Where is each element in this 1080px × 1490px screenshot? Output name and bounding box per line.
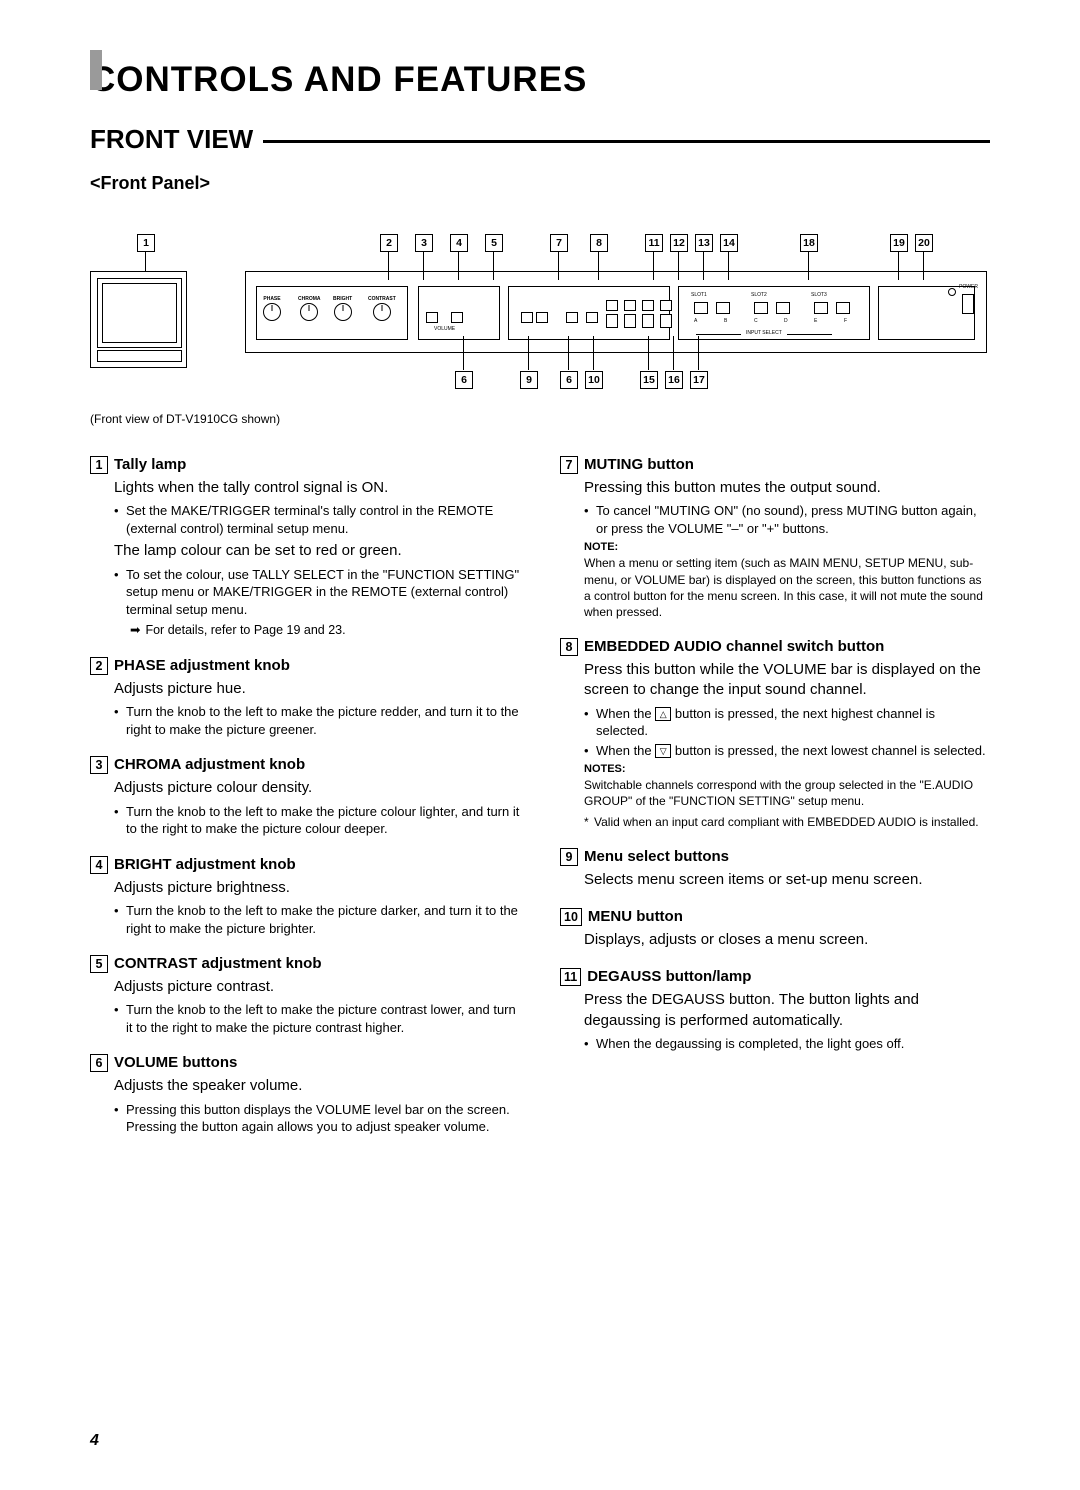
section-title: FRONT VIEW: [90, 124, 253, 155]
note-text: When a menu or setting item (such as MAI…: [584, 555, 990, 620]
item-number: 9: [560, 848, 578, 866]
left-column: 1 Tally lamp Lights when the tally control…: [90, 456, 520, 1154]
item-bullet: To cancel "MUTING ON" (no sound), press …: [584, 502, 990, 537]
item-title: Tally lamp: [114, 456, 186, 474]
cross-ref: ➡ For details, refer to Page 19 and 23.: [130, 622, 520, 639]
item-bullet: When the △ button is pressed, the next h…: [584, 705, 990, 740]
item-lead: Pressing this button mutes the output so…: [584, 478, 990, 498]
item-bullet: Turn the knob to the left to make the pi…: [114, 703, 520, 738]
item-title: Menu select buttons: [584, 848, 729, 866]
note-label: NOTES:: [584, 763, 990, 775]
item-number: 1: [90, 456, 108, 474]
item-title: BRIGHT adjustment knob: [114, 856, 296, 874]
item-bullet: When the degaussing is completed, the li…: [584, 1035, 990, 1053]
up-icon: △: [655, 707, 671, 721]
desc-item: 6 VOLUME buttons Adjusts the speaker volum…: [90, 1054, 520, 1135]
item-title: DEGAUSS button/lamp: [587, 968, 751, 986]
item-number: 8: [560, 638, 578, 656]
desc-item: 4 BRIGHT adjustment knob Adjusts picture b…: [90, 856, 520, 937]
page-number: 4: [90, 1432, 99, 1450]
item-bullet: When the ▽ button is pressed, the next l…: [584, 742, 990, 760]
subsection-title: <Front Panel>: [90, 173, 990, 194]
desc-item: 5 CONTRAST adjustment knob Adjusts picture…: [90, 955, 520, 1036]
item-lead: Adjusts picture colour density.: [114, 778, 520, 798]
desc-item: 10 MENU button Displays, adjusts or closes…: [560, 908, 990, 950]
item-title: MUTING button: [584, 456, 694, 474]
note-label: NOTE:: [584, 541, 990, 553]
right-column: 7 MUTING button Pressing this button mutes…: [560, 456, 990, 1154]
item-number: 11: [560, 968, 581, 986]
item-lead: Press the DEGAUSS button. The button lig…: [584, 990, 990, 1031]
section-rule: [263, 140, 990, 143]
diagram-caption: (Front view of DT-V1910CG shown): [90, 412, 990, 426]
item-number: 4: [90, 856, 108, 874]
desc-item: 11 DEGAUSS button/lamp Press the DEGAUSS b…: [560, 968, 990, 1052]
page-title: CONTROLS AND FEATURES: [90, 60, 990, 100]
item-lead: Press this button while the VOLUME bar i…: [584, 660, 990, 701]
footnote: Valid when an input card compliant with …: [584, 814, 990, 830]
item-number: 2: [90, 657, 108, 675]
item-lead: Lights when the tally control signal is …: [114, 478, 520, 498]
item-title: PHASE adjustment knob: [114, 657, 290, 675]
item-number: 7: [560, 456, 578, 474]
item-bullet: To set the colour, use TALLY SELECT in t…: [114, 566, 520, 619]
item-bullet: Turn the knob to the left to make the pi…: [114, 1001, 520, 1036]
item-title: CHROMA adjustment knob: [114, 756, 305, 774]
down-icon: ▽: [655, 744, 671, 758]
section-marker: [90, 50, 102, 90]
item-lead: Adjusts picture brightness.: [114, 878, 520, 898]
item-number: 3: [90, 756, 108, 774]
note-text: Switchable channels correspond with the …: [584, 777, 990, 809]
item-number: 5: [90, 955, 108, 973]
item-bullet: Turn the knob to the left to make the pi…: [114, 803, 520, 838]
item-title: MENU button: [588, 908, 683, 926]
item-title: CONTRAST adjustment knob: [114, 955, 322, 973]
desc-item: 2 PHASE adjustment knob Adjusts picture hu…: [90, 657, 520, 738]
item-lead: Adjusts picture contrast.: [114, 977, 520, 997]
item-lead: Selects menu screen items or set-up menu…: [584, 870, 990, 890]
arrow-icon: ➡: [130, 622, 142, 639]
desc-item: 7 MUTING button Pressing this button mutes…: [560, 456, 990, 620]
item-bullet: Pressing this button displays the VOLUME…: [114, 1101, 520, 1136]
item-number: 6: [90, 1054, 108, 1072]
desc-item: 1 Tally lamp Lights when the tally control…: [90, 456, 520, 639]
desc-item: 8 EMBEDDED AUDIO channel switch button Pre…: [560, 638, 990, 830]
item-lead: The lamp colour can be set to red or gre…: [114, 541, 520, 561]
item-bullet: Set the MAKE/TRIGGER terminal's tally co…: [114, 502, 520, 537]
item-title: VOLUME buttons: [114, 1054, 237, 1072]
item-number: 10: [560, 908, 582, 926]
item-title: EMBEDDED AUDIO channel switch button: [584, 638, 884, 656]
item-lead: Adjusts picture hue.: [114, 679, 520, 699]
item-bullet: Turn the knob to the left to make the pi…: [114, 902, 520, 937]
item-lead: Displays, adjusts or closes a menu scree…: [584, 930, 990, 950]
desc-item: 9 Menu select buttons Selects menu screen …: [560, 848, 990, 890]
item-lead: Adjusts the speaker volume.: [114, 1076, 520, 1096]
desc-item: 3 CHROMA adjustment knob Adjusts picture c…: [90, 756, 520, 837]
front-panel-diagram: PHASECHROMABRIGHTCONTRASTVOLUMESLOT1SLOT…: [90, 216, 990, 406]
